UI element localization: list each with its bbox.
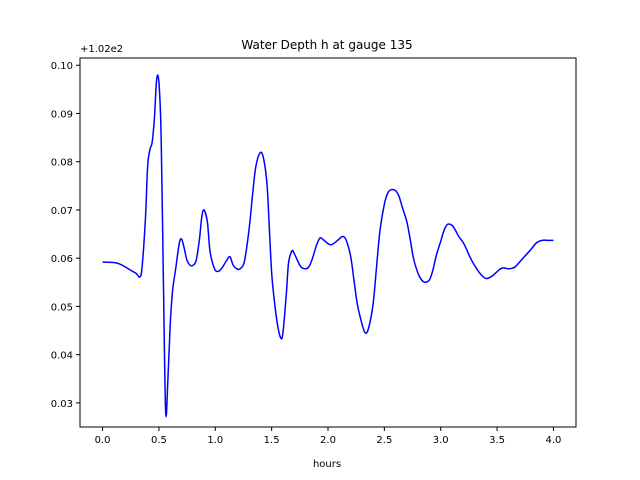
y-offset-label: +1.02e2	[80, 44, 123, 55]
x-tick-label: 2.5	[376, 435, 392, 446]
x-tick-label: 4.0	[546, 435, 562, 446]
y-tick-label: 0.05	[51, 302, 73, 313]
y-tick-label: 0.03	[51, 399, 73, 410]
series-line-0	[102, 74, 554, 418]
x-tick-label: 0.5	[151, 435, 167, 446]
x-tick-label: 2.0	[320, 435, 336, 446]
y-tick-label: 0.07	[51, 206, 73, 217]
y-tick-label: 0.06	[51, 254, 73, 265]
x-tick-label: 3.5	[489, 435, 505, 446]
plot-area: 0.0 0.5 1.0 1.5 2.0 2.5 3.0 3.5 4.0 0.03 0.04 0.05…	[51, 57, 577, 446]
chart-title: Water Depth h at gauge 135	[241, 38, 412, 52]
y-tick-label: 0.10	[51, 61, 73, 72]
y-tick-label: 0.04	[51, 351, 73, 362]
x-tick-label: 3.0	[433, 435, 449, 446]
x-tick-label: 1.5	[264, 435, 280, 446]
y-axis: 0.03 0.04 0.05 0.06 0.07 0.08 0.09 0.10	[51, 61, 80, 410]
x-tick-label: 0.0	[95, 435, 111, 446]
y-tick-label: 0.08	[51, 158, 73, 169]
x-tick-label: 1.0	[207, 435, 223, 446]
y-tick-label: 0.09	[51, 109, 73, 120]
x-axis-label: hours	[313, 459, 341, 470]
series-group	[102, 74, 554, 418]
x-axis: 0.0 0.5 1.0 1.5 2.0 2.5 3.0 3.5 4.0	[95, 427, 562, 446]
